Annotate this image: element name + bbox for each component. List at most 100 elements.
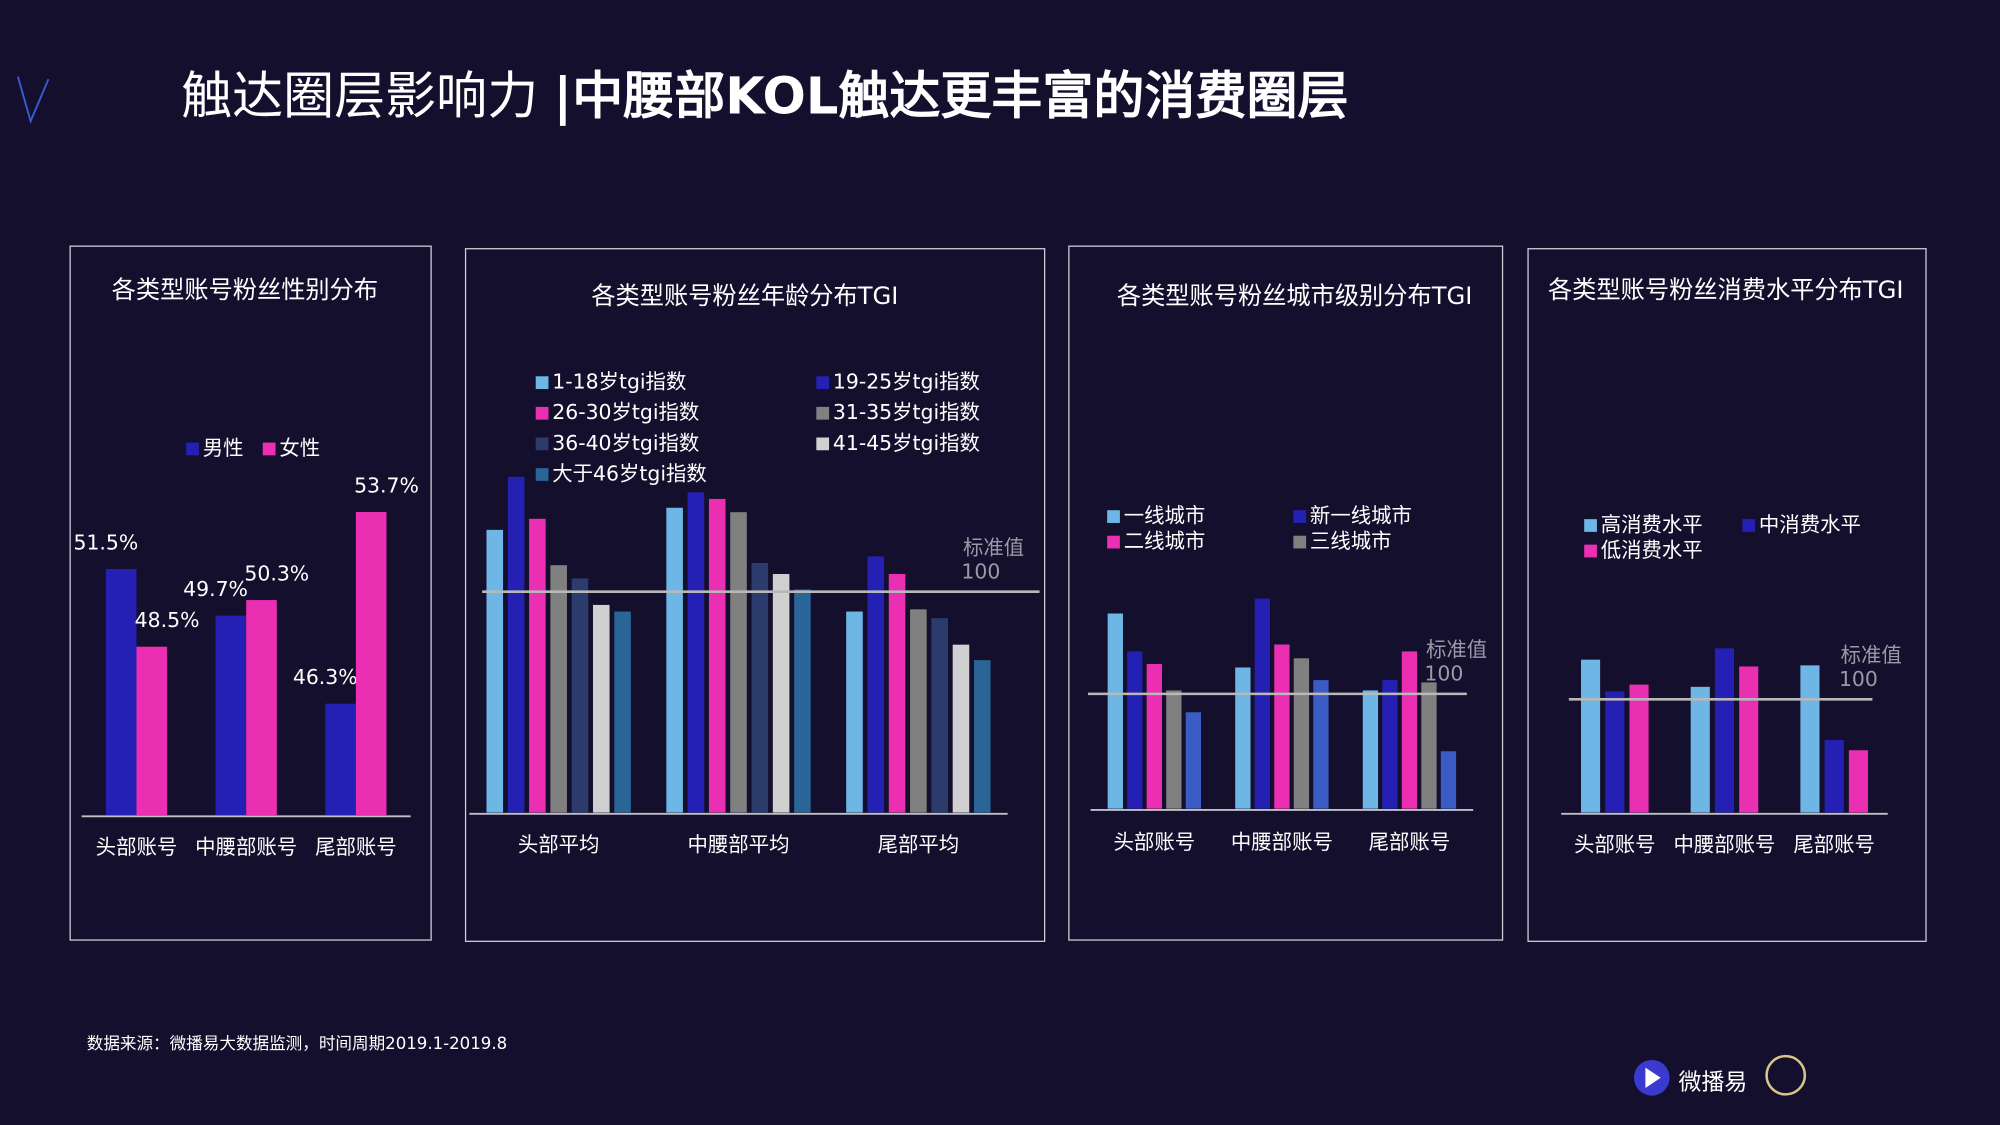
bar: [666, 507, 683, 813]
legend-label: 36-40岁tgi指数: [552, 431, 699, 455]
x-tick-label: 尾部平均: [878, 833, 960, 857]
bar: [1146, 664, 1162, 809]
legend-swatch: [816, 437, 830, 451]
legend-label: 三线城市: [1310, 529, 1392, 553]
legend-swatch: [262, 442, 276, 456]
legend-swatch: [1293, 535, 1307, 549]
legend-label: 高消费水平: [1601, 513, 1703, 537]
bar: [592, 604, 610, 813]
reference-label: 标准值: [1426, 638, 1487, 662]
bar: [136, 646, 168, 816]
title-bold: |中腰部KOL触达更丰富的消费圈层: [554, 67, 1349, 126]
bar: [952, 644, 970, 813]
bar: [486, 529, 504, 813]
legend-swatch: [535, 437, 549, 451]
bar: [1293, 658, 1310, 809]
bar: [910, 609, 927, 813]
panel: [464, 248, 1046, 942]
bar: [105, 568, 137, 816]
bar: [687, 492, 705, 813]
bar: [507, 476, 525, 813]
x-tick-label: 头部账号: [1574, 833, 1656, 857]
value-label: 53.7%: [354, 473, 419, 497]
source-note: 数据来源：微播易大数据监测，时间周期2019.1-2019.8: [87, 1034, 507, 1053]
legend-label: 大于46岁tgi指数: [552, 461, 707, 485]
legend-swatch: [1584, 519, 1597, 532]
legend-swatch: [816, 376, 830, 390]
value-label: 50.3%: [244, 562, 309, 586]
reference-value: 100: [1839, 667, 1878, 691]
reference-value: 100: [1424, 662, 1463, 686]
bar: [1127, 651, 1143, 809]
bar: [730, 512, 747, 813]
legend-label: 41-45岁tgi指数: [833, 431, 980, 455]
legend-swatch: [535, 376, 549, 390]
chart-title: 各类型账号粉丝性别分布: [112, 276, 378, 304]
bar: [888, 574, 906, 813]
legend-label: 31-35岁tgi指数: [833, 400, 980, 424]
legend-swatch: [186, 442, 199, 456]
value-label: 48.5%: [135, 608, 200, 632]
legend-label: 19-25岁tgi指数: [833, 370, 980, 394]
bar: [973, 660, 991, 813]
legend-swatch: [1107, 535, 1120, 549]
legend-label: 1-18岁tgi指数: [552, 370, 686, 394]
reference-value: 100: [961, 560, 1000, 584]
legend-label: 低消费水平: [1601, 538, 1703, 562]
bar: [931, 618, 948, 813]
x-tick-label: 中腰部账号: [1231, 830, 1333, 854]
x-tick-label: 中腰部平均: [688, 833, 790, 857]
bar: [1714, 648, 1735, 813]
logo-icon: [1645, 1067, 1661, 1089]
panel: [69, 245, 432, 941]
bar: [1690, 686, 1710, 813]
bar: [1382, 680, 1398, 809]
chart-title: 各类型账号粉丝年龄分布TGI: [591, 282, 898, 310]
x-tick-label: 头部账号: [96, 835, 178, 859]
bar: [1274, 644, 1290, 809]
bar: [708, 498, 726, 813]
bar: [1166, 690, 1182, 809]
x-tick-label: 尾部账号: [315, 835, 397, 859]
legend-label: 二线城市: [1124, 529, 1206, 553]
bar: [571, 578, 589, 813]
panel: [1068, 245, 1504, 941]
chart-title: 各类型账号粉丝城市级别分布TGI: [1117, 282, 1473, 310]
bar: [1313, 680, 1329, 809]
bar: [529, 518, 546, 813]
value-label: 51.5%: [73, 530, 138, 554]
legend-swatch: [816, 406, 830, 420]
legend-swatch: [1742, 519, 1756, 532]
legend-label: 一线城市: [1124, 504, 1206, 528]
bar: [215, 615, 247, 816]
bar: [1800, 665, 1820, 813]
x-tick-label: 中腰部账号: [195, 835, 297, 859]
value-label: 49.7%: [183, 577, 248, 601]
legend-swatch: [1293, 510, 1307, 523]
x-tick-label: 中腰部账号: [1674, 833, 1776, 857]
bar: [355, 511, 387, 816]
bar: [1254, 598, 1271, 809]
x-tick-label: 头部账号: [1114, 830, 1196, 854]
bar: [794, 589, 811, 813]
bar: [867, 556, 885, 813]
legend-swatch: [535, 406, 549, 420]
bar: [325, 703, 356, 816]
bar: [1440, 751, 1457, 809]
bar: [1185, 712, 1202, 809]
bar: [1848, 750, 1868, 813]
bar: [246, 600, 277, 816]
legend-label: 中消费水平: [1759, 513, 1861, 537]
logo-text: 微播易: [1679, 1069, 1748, 1095]
legend-label: 26-30岁tgi指数: [552, 400, 699, 424]
bar: [1739, 666, 1759, 813]
x-tick-label: 尾部账号: [1793, 833, 1875, 857]
bar: [751, 562, 769, 813]
bar: [1362, 690, 1379, 809]
bar: [1629, 684, 1649, 813]
chart-title: 各类型账号粉丝消费水平分布TGI: [1548, 276, 1904, 304]
legend-label: 男性: [203, 436, 244, 460]
legend-swatch: [535, 468, 549, 481]
